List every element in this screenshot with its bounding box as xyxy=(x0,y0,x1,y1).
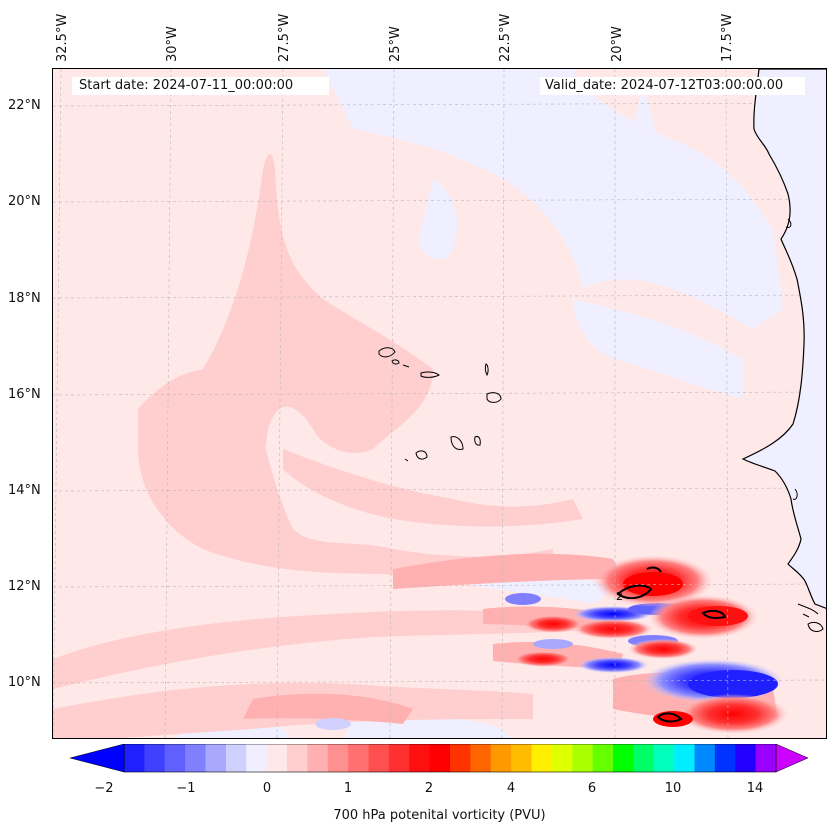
lat-label-14n: 14°N xyxy=(8,483,41,498)
colorbar-segment xyxy=(246,744,268,772)
colorbar-segment xyxy=(124,744,145,772)
colorbar-segment xyxy=(592,744,614,772)
pv-positive-band xyxy=(53,154,613,738)
cb-tick-6: 6 xyxy=(587,781,597,796)
cb-tick-2: 2 xyxy=(424,781,434,796)
colorbar-segment xyxy=(266,744,288,772)
cape-verde-islands xyxy=(378,347,502,462)
colorbar-title: 700 hPa potenital vorticity (PVU) xyxy=(333,808,546,823)
colorbar-segment xyxy=(368,744,390,772)
pv-field-map: 2 xyxy=(53,69,826,738)
colorbar-segment xyxy=(307,744,329,772)
colorbar-segment xyxy=(572,744,594,772)
lon-label-22-5w: 22.5°W xyxy=(498,13,513,62)
pv-negative-streaks xyxy=(315,593,783,730)
cb-tick-10: 10 xyxy=(664,781,682,796)
pv-negative-light xyxy=(174,69,783,738)
pv-positive-cores xyxy=(513,555,788,734)
colorbar xyxy=(69,743,810,778)
pv-contour-2 xyxy=(616,566,727,723)
west-africa-coastline xyxy=(741,69,826,609)
colorbar-segment xyxy=(551,744,573,772)
colorbar-segment xyxy=(327,744,349,772)
valid-date-label: Valid_date: 2024-07-12T03:00:00.00 xyxy=(540,77,805,95)
lon-label-27-5w: 27.5°W xyxy=(277,13,292,62)
cb-tick-0: 0 xyxy=(262,781,272,796)
colorbar-segment xyxy=(755,744,777,772)
colorbar-segment xyxy=(674,744,696,772)
colorbar-segment xyxy=(653,744,675,772)
colorbar-segment xyxy=(185,744,207,772)
lon-label-17-5w: 17.5°W xyxy=(720,13,735,62)
cb-tick--2: −2 xyxy=(94,781,114,796)
colorbar-outline xyxy=(123,743,777,773)
colorbar-segment xyxy=(287,744,308,772)
cb-tick--1: −1 xyxy=(176,781,196,796)
colorbar-segment xyxy=(388,744,410,772)
lon-label-25w: 25°W xyxy=(388,26,403,62)
colorbar-segment xyxy=(450,744,471,772)
lat-label-22n: 22°N xyxy=(8,98,41,113)
colorbar-segment xyxy=(144,744,166,772)
colorbar-segment xyxy=(511,744,533,772)
lat-label-10n: 10°N xyxy=(8,675,41,690)
cb-tick-4: 4 xyxy=(506,781,516,796)
lat-label-20n: 20°N xyxy=(8,194,41,209)
colorbar-svg xyxy=(69,743,809,773)
lat-label-12n: 12°N xyxy=(8,579,41,594)
colorbar-segment xyxy=(348,744,370,772)
colorbar-segment xyxy=(531,744,553,772)
contour-label: 2 xyxy=(616,590,623,603)
colorbar-segment xyxy=(714,744,736,772)
colorbar-segment xyxy=(409,744,431,772)
map-panel[interactable]: 2 xyxy=(52,68,827,739)
graticule xyxy=(53,69,826,738)
colorbar-segment xyxy=(490,744,512,772)
cb-tick-14: 14 xyxy=(746,781,764,796)
colorbar-segment xyxy=(205,744,227,772)
lat-label-16n: 16°N xyxy=(8,387,41,402)
lon-label-20w: 20°W xyxy=(610,26,625,62)
colorbar-segment xyxy=(225,744,247,772)
colorbar-high-extend xyxy=(775,743,809,773)
colorbar-segment xyxy=(633,744,655,772)
colorbar-segment xyxy=(470,744,492,772)
lon-label-30w: 30°W xyxy=(165,26,180,62)
lat-label-18n: 18°N xyxy=(8,291,41,306)
cb-tick-1: 1 xyxy=(343,781,353,796)
colorbar-segment xyxy=(429,744,451,772)
colorbar-low-extend xyxy=(69,743,125,773)
start-date-label: Start date: 2024-07-11_00:00:00 xyxy=(72,77,329,95)
lon-label-32-5w: 32.5°W xyxy=(55,13,70,62)
colorbar-segment xyxy=(164,744,186,772)
colorbar-segment xyxy=(694,744,716,772)
colorbar-segment xyxy=(735,744,757,772)
coast-details xyxy=(785,218,824,632)
colorbar-segment xyxy=(613,744,634,772)
